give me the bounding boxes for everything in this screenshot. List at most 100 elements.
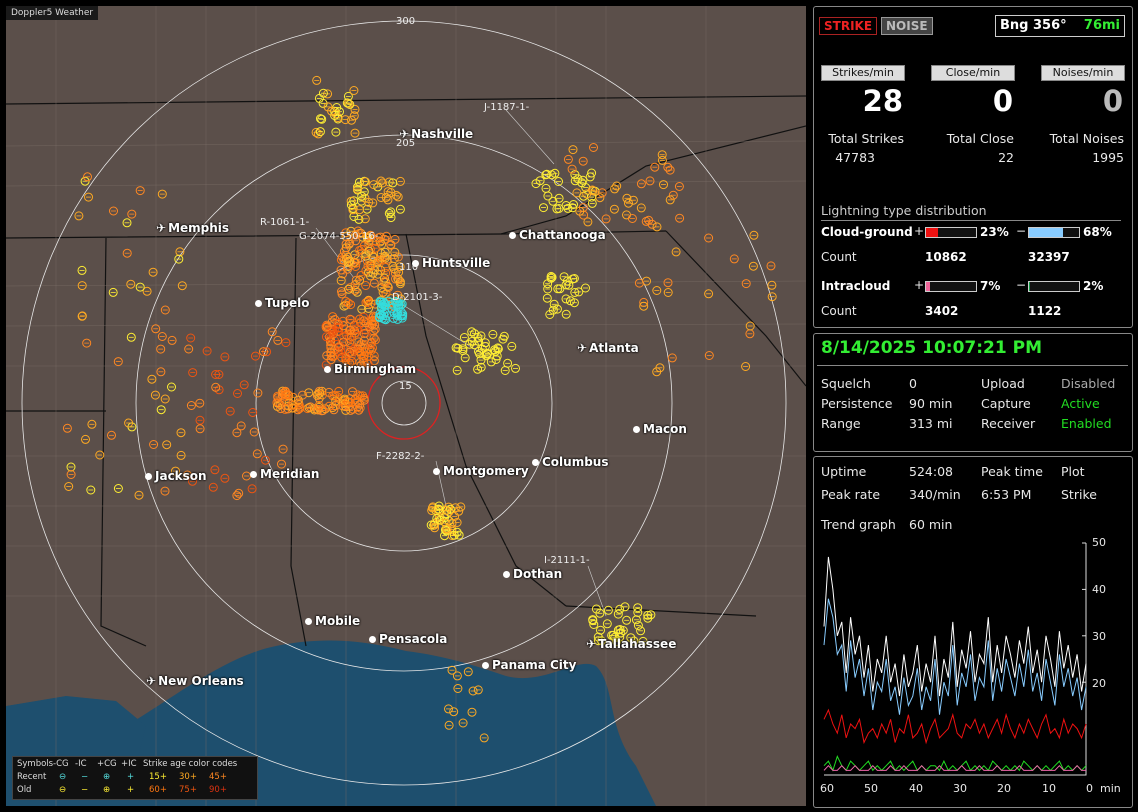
strike-marker <box>543 284 553 294</box>
storm-tracks <box>315 109 607 617</box>
storm-label[interactable]: J-1187-1- <box>484 102 530 113</box>
strike-marker <box>476 362 486 372</box>
strike-marker <box>160 305 170 315</box>
strike-marker <box>236 421 246 431</box>
strike-marker <box>473 685 483 695</box>
strike-marker <box>359 329 369 338</box>
strike-marker <box>77 265 87 275</box>
strike-marker <box>636 203 646 213</box>
plot-value[interactable]: Strike <box>1061 487 1097 502</box>
storm-label[interactable]: F-2282-2- <box>376 451 425 462</box>
cg-minus-sign: − <box>1016 224 1027 238</box>
strike-marker <box>381 231 391 241</box>
strike-marker <box>500 366 510 375</box>
noises-per-min-header: Noises/min <box>1041 65 1125 81</box>
strike-marker <box>126 279 136 289</box>
strike-marker <box>336 276 346 286</box>
trend-window-value: 60 min <box>909 517 953 532</box>
strike-marker <box>334 342 344 352</box>
strike-marker <box>441 505 451 515</box>
strike-marker <box>348 387 357 397</box>
strike-marker <box>142 286 152 296</box>
strike-marker <box>391 190 401 200</box>
strike-marker <box>493 344 503 354</box>
storm-label[interactable]: R-1061-1- <box>260 217 310 228</box>
strike-marker <box>447 518 457 528</box>
strike-marker <box>341 300 351 310</box>
strike-marker <box>553 284 563 294</box>
city-name: Macon <box>643 422 687 436</box>
strike-marker <box>394 275 404 285</box>
strike-marker <box>162 440 172 450</box>
strike-marker <box>313 405 323 415</box>
strike-marker <box>368 268 378 278</box>
cg-plus-sign: + <box>914 224 925 238</box>
strike-marker <box>643 610 653 620</box>
strike-marker <box>259 347 268 357</box>
ic-negative-count: 1122 <box>1028 304 1062 318</box>
strike-mode-button[interactable]: STRIKE <box>819 17 878 35</box>
strikes-per-min-value: 28 <box>862 84 903 118</box>
city-memphis: ✈ Memphis <box>156 221 229 235</box>
storm-label[interactable]: I-2111-1- <box>544 555 590 566</box>
strike-marker <box>554 193 564 203</box>
strike-marker <box>156 344 166 354</box>
city-name: Columbus <box>542 455 609 469</box>
city-columbus: Columbus <box>532 455 609 469</box>
strike-marker <box>452 671 462 681</box>
strike-marker <box>395 204 405 214</box>
strike-marker <box>644 215 654 225</box>
strike-marker <box>633 621 643 630</box>
strike-marker <box>575 206 585 216</box>
strike-marker <box>356 228 366 238</box>
strike-marker <box>288 403 298 413</box>
strike-marker <box>369 278 379 288</box>
y-tick-label: 20 <box>1092 677 1106 690</box>
strike-marker <box>311 127 321 137</box>
strike-marker <box>345 283 355 293</box>
strike-marker <box>149 440 159 449</box>
lightning-map[interactable]: Doppler5 Weather 300 205 110 15 ✈ Nashvil… <box>6 6 806 806</box>
strike-marker <box>620 602 630 612</box>
strike-marker <box>561 309 571 319</box>
strike-marker <box>393 192 403 202</box>
city-name: Birmingham <box>334 362 417 376</box>
strike-marker <box>548 196 558 206</box>
uptime-value: 524:08 <box>909 464 953 479</box>
noise-mode-button[interactable]: NOISE <box>881 17 933 35</box>
strike-marker <box>157 332 167 341</box>
strike-marker <box>366 244 375 254</box>
legend-age-30: 30+ <box>179 771 197 782</box>
strike-marker <box>356 350 366 360</box>
city-dot-icon <box>532 459 539 466</box>
strike-marker <box>638 636 648 646</box>
legend-age-45: 45+ <box>209 771 227 782</box>
city-dot-icon <box>509 232 516 239</box>
strike-marker <box>293 395 303 405</box>
strike-marker <box>364 295 374 305</box>
close-strike-ring <box>367 366 441 440</box>
strike-marker <box>345 347 355 357</box>
ic-negative-pct: 2% <box>1083 279 1104 293</box>
persistence-value: 90 min <box>909 396 953 411</box>
strike-marker <box>581 283 590 293</box>
strike-marker <box>66 470 76 479</box>
storm-label[interactable]: G-2074-550-16- <box>299 231 379 242</box>
strike-marker <box>434 504 444 514</box>
persistence-label: Persistence <box>821 396 893 411</box>
strike-marker <box>188 476 197 486</box>
storm-label[interactable]: D-2101-3- <box>392 292 443 303</box>
strike-marker <box>343 99 353 109</box>
strike-marker <box>339 321 348 331</box>
strike-marker <box>668 190 678 200</box>
city-dot-icon <box>305 618 312 625</box>
strike-marker <box>84 192 93 202</box>
status-divider <box>817 365 1128 366</box>
bearing-distance: 76mi <box>1083 18 1120 33</box>
strike-marker <box>379 273 389 283</box>
strike-marker <box>220 473 230 483</box>
strike-marker <box>77 281 87 291</box>
strike-marker <box>548 305 558 315</box>
strike-marker <box>394 300 404 310</box>
strike-marker <box>389 254 399 264</box>
